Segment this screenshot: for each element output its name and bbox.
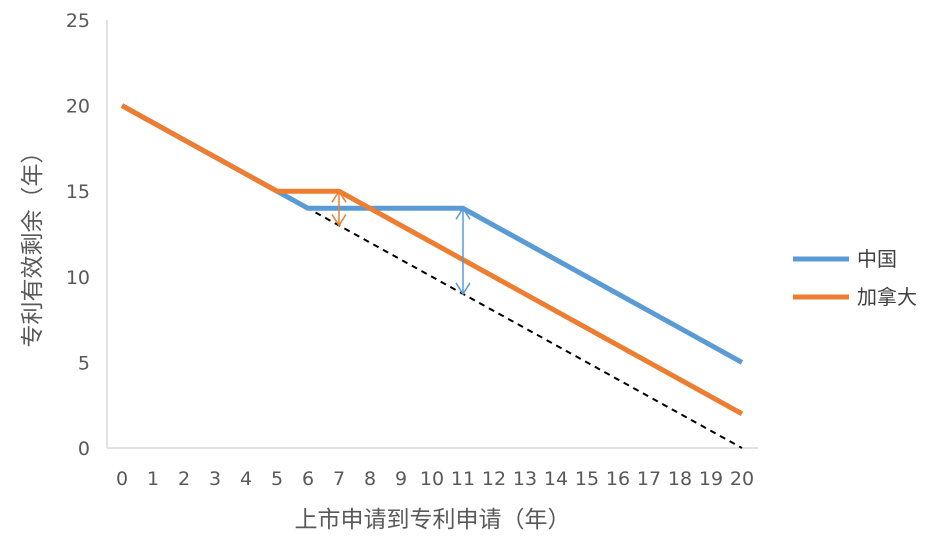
y-tick-label: 15 xyxy=(66,181,90,203)
y-tick-label: 5 xyxy=(78,352,90,374)
x-tick-label: 17 xyxy=(637,468,661,490)
x-tick-label: 9 xyxy=(395,468,407,490)
arrow-head-bottom xyxy=(455,282,471,296)
reference-dashed-line xyxy=(276,190,743,449)
series-line-1 xyxy=(120,103,744,416)
y-axis-title: 专利有效剩余（年） xyxy=(20,141,46,348)
x-tick-label: 16 xyxy=(606,468,630,490)
legend-label: 中国 xyxy=(857,247,897,271)
x-tick-label: 11 xyxy=(451,468,475,490)
x-tick-label: 14 xyxy=(544,468,568,490)
x-tick-label: 3 xyxy=(209,468,221,490)
x-axis-title: 上市申请到专利申请（年） xyxy=(295,507,571,533)
x-tick-label: 5 xyxy=(271,468,283,490)
y-tick-label: 0 xyxy=(78,438,90,460)
double-arrow-1 xyxy=(455,206,471,296)
arrow-head-top xyxy=(331,189,347,203)
x-tick-label: 6 xyxy=(302,468,314,490)
x-tick-label: 2 xyxy=(178,468,190,490)
x-tick-label: 13 xyxy=(513,468,537,490)
x-tick-label: 10 xyxy=(420,468,444,490)
y-tick-label: 10 xyxy=(66,267,90,289)
x-tick-label: 1 xyxy=(147,468,159,490)
x-axis-ticks: 0 1 2 3 4 5 6 7 8 9 10 11 12 13 14 15 16 17 18 19 20 xyxy=(116,468,754,490)
arrow-head-bottom xyxy=(331,214,347,227)
x-tick-label: 7 xyxy=(333,468,345,490)
x-tick-label: 4 xyxy=(240,468,252,490)
x-tick-label: 8 xyxy=(364,468,376,490)
arrow-head-top xyxy=(455,206,471,220)
y-axis-ticks: 0 5 10 15 20 25 xyxy=(66,10,90,460)
legend-label: 加拿大 xyxy=(857,285,917,309)
x-tick-label: 19 xyxy=(699,468,723,490)
x-tick-label: 12 xyxy=(482,468,506,490)
series-lines xyxy=(120,103,744,416)
annotations xyxy=(331,189,471,296)
y-tick-label: 25 xyxy=(66,10,90,32)
series-line-0 xyxy=(120,103,744,365)
double-arrow-0 xyxy=(331,189,347,227)
x-tick-label: 15 xyxy=(575,468,599,490)
x-tick-label: 18 xyxy=(668,468,692,490)
y-tick-label: 20 xyxy=(66,96,90,118)
x-tick-label: 0 xyxy=(116,468,128,490)
x-tick-label: 20 xyxy=(730,468,754,490)
reference-line xyxy=(276,190,743,449)
